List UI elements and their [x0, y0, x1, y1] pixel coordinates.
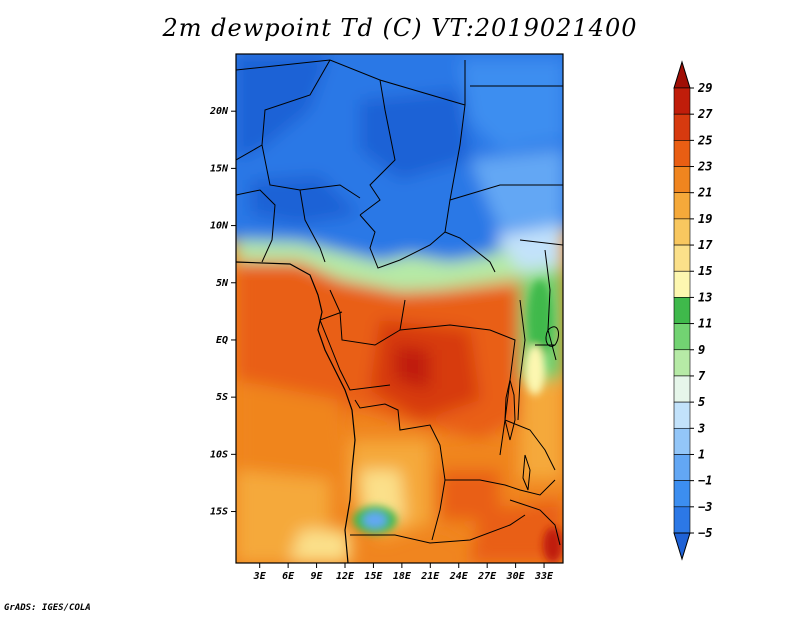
colorbar-label: 27: [697, 107, 713, 121]
colorbar-label: 7: [698, 369, 706, 383]
x-tick-label: 21E: [420, 571, 440, 582]
y-tick-label: EQ: [216, 335, 228, 346]
y-tick-label: 5N: [216, 278, 229, 289]
colorbar-label: 17: [698, 238, 713, 252]
lakes: [504, 326, 559, 491]
colorbar-swatch: [673, 480, 691, 508]
x-tick-label: 9E: [311, 571, 324, 582]
dewpoint-field: [236, 54, 563, 563]
colorbar-swatch: [673, 349, 691, 377]
colorbar-label: −3: [698, 500, 712, 514]
colorbar-swatch: [673, 166, 691, 194]
y-tick-label: 5S: [216, 392, 228, 403]
colorbar-label: 1: [698, 447, 705, 461]
colorbar-label: 15: [698, 264, 712, 278]
colorbar-label: 21: [697, 186, 712, 200]
colorbar-swatch: [673, 454, 691, 481]
colorbar-swatch: [673, 140, 691, 167]
colorbar-label: 25: [697, 133, 712, 147]
colorbar-legend: 29 27 25 23 21 19 17 15 13 11 9 7 5 3 1 −1 −3 −5: [673, 60, 713, 561]
colorbar-swatch: [673, 244, 691, 272]
x-tick-label: 3E: [253, 571, 267, 582]
colorbar-swatch: [673, 87, 691, 115]
map-frame: [235, 53, 564, 564]
x-axis: 3E 6E 9E 12E 15E 18E 21E 24E 27E 30E 33E: [253, 563, 554, 582]
y-tick-label: 15S: [210, 507, 228, 518]
x-tick-label: 12E: [336, 571, 355, 582]
colorbar-label: 5: [698, 395, 705, 409]
colorbar-swatch: [673, 270, 691, 298]
x-tick-label: 24E: [449, 571, 469, 582]
x-tick-label: 15E: [364, 571, 383, 582]
colorbar-swatch: [673, 218, 691, 246]
x-tick-label: 33E: [534, 571, 554, 582]
colorbar-bottom-arrow: [673, 532, 691, 561]
x-tick-label: 27E: [477, 571, 497, 582]
colorbar-swatch: [673, 506, 691, 534]
y-tick-label: 20N: [209, 106, 229, 117]
colorbar-label: 19: [698, 212, 712, 226]
colorbar-swatch: [673, 113, 691, 141]
colorbar-label: −1: [698, 474, 712, 488]
colorbar-label: 3: [697, 421, 705, 435]
y-tick-label: 10N: [210, 221, 229, 232]
coastline: [236, 261, 356, 563]
colorbar-label: 23: [697, 160, 712, 174]
colorbar-swatch: [673, 323, 691, 351]
y-tick-label: 15N: [210, 163, 229, 174]
colorbar-swatch: [673, 401, 691, 429]
colorbar-label: 13: [698, 290, 712, 304]
x-tick-label: 6E: [282, 571, 295, 582]
x-tick-label: 30E: [506, 571, 526, 582]
y-tick-label: 10S: [210, 449, 228, 460]
colorbar-swatch: [673, 297, 691, 324]
colorbar-swatch: [673, 375, 691, 403]
colorbar-swatch: [673, 427, 691, 455]
colorbar-label: 9: [698, 343, 705, 357]
colorbar-swatch: [673, 192, 691, 220]
y-axis: 20N 15N 10N 5N EQ 5S 10S 15S: [209, 106, 236, 518]
colorbar-label: 29: [697, 81, 712, 95]
colorbar-label: 11: [698, 317, 712, 331]
colorbar-top-arrow: [673, 60, 691, 89]
colorbar-label: −5: [698, 526, 712, 540]
grads-credit: GrADS: IGES/COLA: [4, 603, 91, 613]
chart-title: 2m dewpoint Td (C) VT:2019021400: [162, 14, 638, 42]
x-tick-label: 18E: [393, 571, 412, 582]
